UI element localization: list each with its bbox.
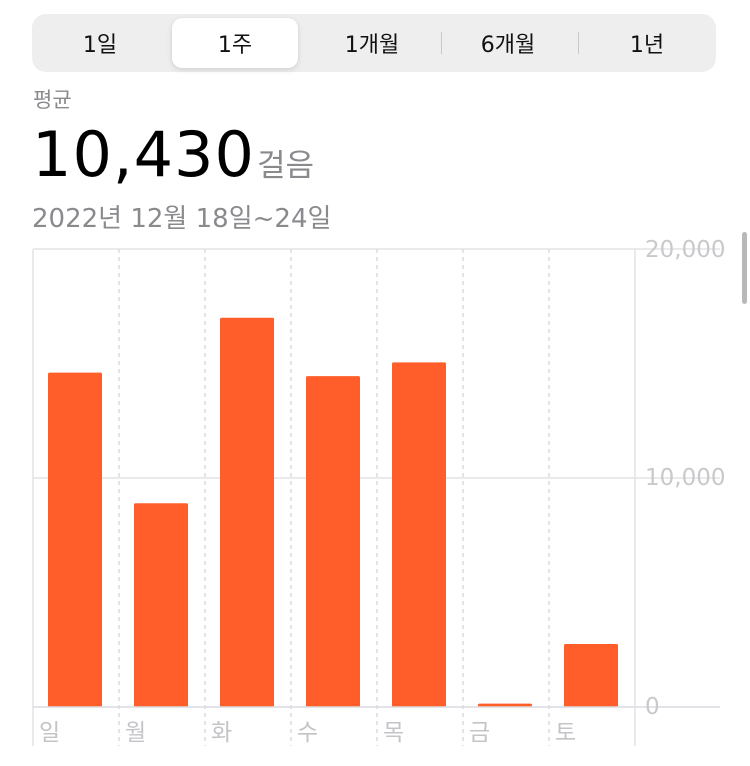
segment-divider	[441, 32, 442, 54]
bar-금	[478, 703, 532, 707]
bar-화	[220, 317, 274, 707]
x-tick-label: 금	[469, 720, 490, 746]
segment-six-months[interactable]: 6개월	[480, 33, 536, 58]
bar-월	[134, 503, 188, 707]
x-tick-label: 일	[39, 720, 60, 746]
scroll-indicator[interactable]	[742, 232, 747, 304]
segment-day[interactable]: 1일	[82, 33, 118, 58]
bar-일	[48, 372, 102, 707]
y-tick-label: 10,000	[645, 465, 726, 491]
y-tick-label: 0	[645, 694, 660, 720]
steps-unit: 걸음	[256, 148, 314, 184]
bar-목	[392, 362, 446, 707]
time-range-segmented-control: 1일 1주 1개월 6개월 1년	[32, 14, 716, 72]
y-tick-label: 20,000	[645, 237, 726, 263]
x-tick-label: 화	[211, 720, 232, 746]
date-range: 2022년 12월 18일~24일	[32, 204, 332, 234]
x-tick-label: 수	[297, 720, 318, 746]
x-tick-label: 토	[555, 720, 576, 746]
bar-수	[306, 376, 360, 707]
segment-week[interactable]: 1주	[172, 18, 298, 68]
average-label: 평균	[33, 88, 72, 112]
bar-토	[564, 644, 618, 707]
average-steps-value: 10,430걸음	[32, 118, 314, 203]
segment-divider	[578, 32, 579, 54]
segment-year[interactable]: 1년	[629, 33, 665, 58]
x-tick-label: 월	[125, 720, 146, 746]
x-tick-label: 목	[383, 720, 404, 746]
average-number: 10,430	[32, 118, 255, 191]
segment-month[interactable]: 1개월	[344, 33, 400, 58]
